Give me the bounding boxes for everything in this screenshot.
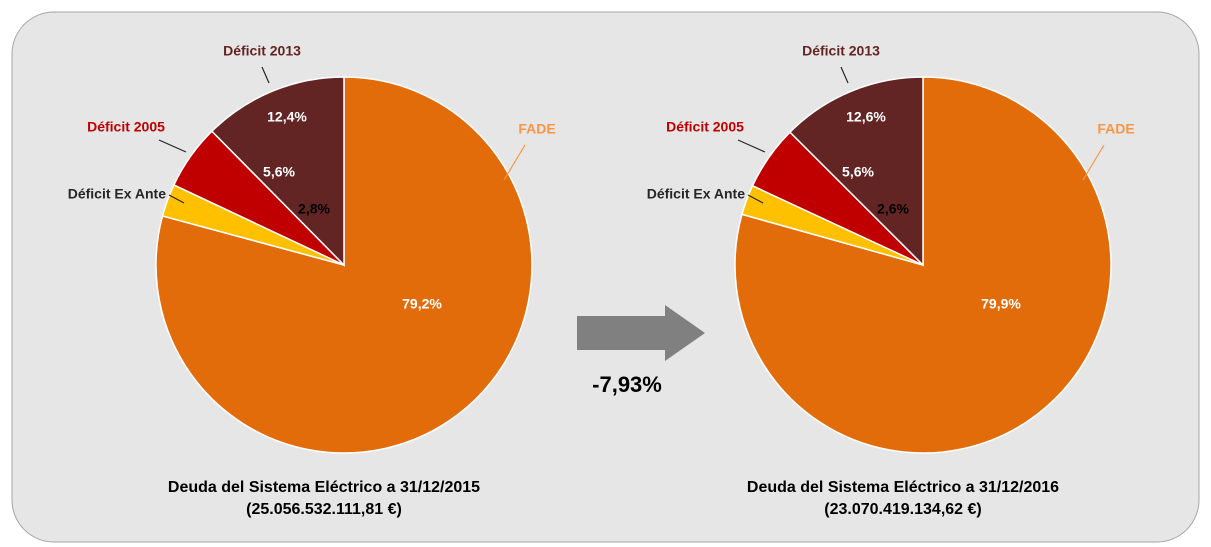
category-label: Déficit Ex Ante bbox=[68, 186, 166, 202]
value-label: 12,6% bbox=[846, 109, 886, 125]
chart-title: Deuda del Sistema Eléctrico a 31/12/2015 bbox=[168, 479, 480, 496]
category-label: FADE bbox=[1097, 121, 1134, 137]
category-label: Déficit 2005 bbox=[87, 119, 165, 135]
chart-title: Deuda del Sistema Eléctrico a 31/12/2016 bbox=[747, 479, 1059, 496]
leader-line bbox=[737, 139, 766, 153]
leader-line bbox=[158, 139, 187, 153]
value-label: 5,6% bbox=[842, 164, 874, 180]
value-label: 79,9% bbox=[981, 296, 1021, 312]
leader-line bbox=[168, 194, 185, 204]
category-label: Déficit 2005 bbox=[666, 119, 744, 135]
leader-line bbox=[840, 66, 849, 84]
leader-line bbox=[1082, 144, 1105, 181]
category-label: Déficit 2013 bbox=[223, 43, 301, 59]
pie-slice bbox=[210, 76, 345, 267]
pie-slice bbox=[788, 76, 924, 267]
category-label: Déficit Ex Ante bbox=[647, 186, 745, 202]
chart-subtitle: (23.070.419.134,62 €) bbox=[824, 501, 981, 518]
value-label: 79,2% bbox=[402, 296, 442, 312]
category-label: Déficit 2013 bbox=[802, 43, 880, 59]
value-label: 12,4% bbox=[267, 109, 307, 125]
change-annotation: -7,93% bbox=[592, 372, 662, 397]
arrow bbox=[577, 305, 705, 361]
leader-line bbox=[261, 66, 270, 84]
value-label: 5,6% bbox=[263, 164, 295, 180]
value-label: 2,6% bbox=[877, 201, 909, 217]
leader-line bbox=[747, 194, 764, 204]
category-label: FADE bbox=[518, 121, 555, 137]
value-label: 2,8% bbox=[298, 201, 330, 217]
chart-subtitle: (25.056.532.111,81 €) bbox=[246, 501, 402, 518]
leader-line bbox=[503, 144, 526, 181]
